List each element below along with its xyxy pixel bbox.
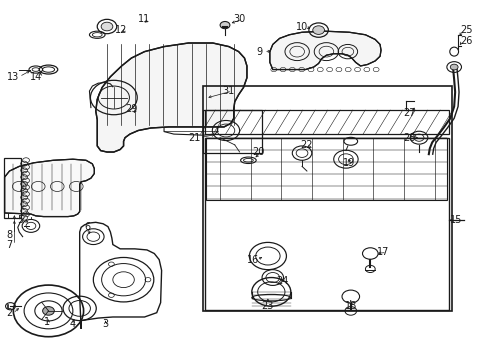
- Text: 22: 22: [300, 140, 312, 150]
- Bar: [203, 110, 261, 153]
- Text: 31: 31: [223, 86, 235, 96]
- Circle shape: [449, 64, 457, 70]
- Text: 11: 11: [138, 14, 150, 24]
- Text: 29: 29: [125, 104, 137, 114]
- Text: 19: 19: [343, 158, 355, 168]
- Polygon shape: [269, 31, 380, 69]
- Text: 4: 4: [70, 319, 76, 329]
- Text: 16: 16: [246, 255, 259, 265]
- Bar: [203, 86, 451, 311]
- Text: 6: 6: [84, 222, 90, 232]
- Text: 2: 2: [6, 309, 13, 318]
- Text: 9: 9: [256, 46, 262, 57]
- Text: 23: 23: [261, 301, 274, 311]
- Circle shape: [101, 22, 113, 31]
- Text: 1: 1: [44, 317, 50, 327]
- Text: 12: 12: [115, 25, 127, 35]
- Text: 13: 13: [7, 72, 19, 82]
- Text: 5: 5: [17, 215, 23, 225]
- Text: 17: 17: [377, 247, 389, 257]
- Text: 25: 25: [459, 25, 471, 35]
- Text: 3: 3: [102, 319, 108, 329]
- Circle shape: [220, 22, 229, 29]
- Text: 28: 28: [402, 133, 415, 143]
- Text: 10: 10: [295, 22, 307, 32]
- Text: 20: 20: [251, 147, 264, 157]
- Text: 21: 21: [188, 133, 201, 143]
- Circle shape: [312, 26, 324, 35]
- Bar: [3, 158, 20, 218]
- Text: 18: 18: [344, 301, 356, 311]
- Text: 24: 24: [276, 276, 288, 286]
- Text: 14: 14: [30, 72, 42, 82]
- Text: 30: 30: [233, 14, 245, 24]
- Polygon shape: [4, 159, 94, 217]
- Text: 26: 26: [459, 36, 471, 46]
- Circle shape: [42, 307, 54, 315]
- Text: 8: 8: [6, 230, 13, 239]
- Text: 27: 27: [402, 108, 415, 118]
- Text: 7: 7: [6, 240, 13, 250]
- Text: 15: 15: [449, 215, 462, 225]
- Polygon shape: [96, 43, 246, 152]
